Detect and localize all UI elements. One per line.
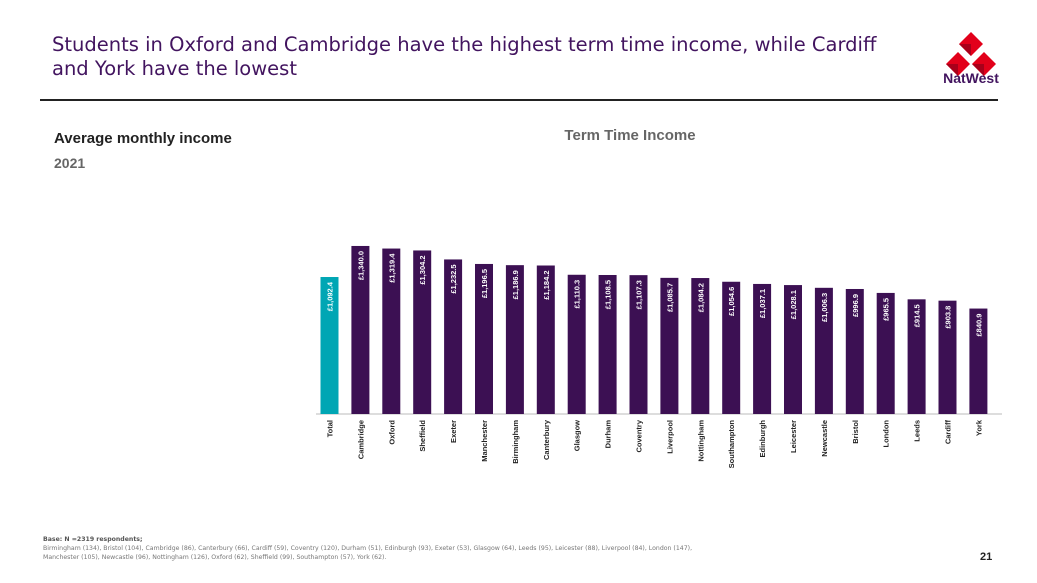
data-label: £1,186.9 — [511, 270, 520, 299]
page-headline: Students in Oxford and Cambridge have th… — [52, 33, 877, 80]
data-label: £1,232.5 — [449, 264, 458, 293]
bar — [475, 263, 493, 414]
bar — [907, 299, 926, 414]
bar — [660, 277, 679, 414]
bar — [784, 285, 802, 414]
data-label: £1,184.2 — [542, 271, 551, 300]
page-number: 21 — [980, 551, 993, 563]
bar — [691, 278, 710, 414]
category-label: Liverpool — [665, 420, 674, 454]
data-label: £1,108.5 — [604, 280, 613, 309]
category-label: Edinburgh — [758, 420, 767, 458]
category-label: Birmingham — [511, 420, 520, 464]
data-label: £1,196.5 — [480, 269, 489, 298]
data-label: £996.9 — [851, 294, 860, 317]
bar — [505, 265, 524, 414]
bar — [969, 308, 988, 414]
data-label: £1,107.3 — [635, 280, 644, 309]
category-label: Glasgow — [573, 420, 582, 451]
base-note: Base: N =2319 respondents; Birmingham (1… — [43, 536, 763, 562]
category-label: Leicester — [789, 420, 798, 453]
category-label: York — [974, 419, 983, 436]
brand-name: NatWest — [943, 70, 999, 86]
bar — [382, 248, 401, 414]
data-label: £1,084.2 — [696, 283, 705, 312]
header-divider — [40, 99, 998, 101]
bar — [629, 275, 648, 414]
category-label: Leeds — [913, 420, 922, 442]
base-label: Base: N =2319 respondents; — [43, 536, 143, 543]
data-label: £1,319.4 — [387, 253, 396, 283]
data-label: £1,110.3 — [573, 280, 582, 309]
bar — [938, 300, 957, 414]
data-label: £965.5 — [882, 298, 891, 321]
category-label: London — [882, 420, 891, 448]
bar — [876, 292, 895, 414]
data-label: £1,340.0 — [356, 251, 365, 280]
base-line-1: Birmingham (134), Bristol (104), Cambrid… — [43, 544, 693, 552]
category-label: Manchester — [480, 420, 489, 462]
category-label: Canterbury — [542, 419, 551, 460]
data-label: £1,092.4 — [326, 281, 335, 311]
bar — [444, 259, 463, 414]
data-label: £1,085.7 — [665, 283, 674, 312]
category-label: Southampton — [727, 420, 736, 469]
bar — [413, 250, 432, 414]
bar — [814, 287, 833, 414]
category-label: Exeter — [449, 420, 458, 443]
category-label: Newcastle — [820, 420, 829, 457]
data-label: £1,006.3 — [820, 293, 829, 322]
category-label: Coventry — [635, 419, 644, 452]
bar — [351, 245, 370, 414]
bar — [753, 283, 772, 414]
bar — [722, 281, 741, 414]
bar — [598, 274, 617, 414]
bar — [567, 274, 586, 414]
data-label: £1,028.1 — [789, 290, 798, 319]
category-label: Oxford — [387, 420, 396, 445]
data-label: £840.9 — [974, 314, 983, 337]
section-subtitle: Average monthly income — [54, 130, 232, 147]
category-label: Cambridge — [356, 420, 365, 459]
bar — [536, 265, 555, 414]
section-year: 2021 — [54, 155, 86, 171]
category-label: Sheffield — [418, 420, 427, 452]
bar — [845, 288, 864, 414]
category-label: Bristol — [851, 420, 860, 444]
base-line-2: Manchester (105), Newcastle (96), Nottin… — [43, 553, 387, 561]
category-label: Cardiff — [944, 420, 953, 445]
bar — [320, 277, 339, 414]
data-label: £1,304.2 — [418, 255, 427, 284]
data-label: £1,054.6 — [727, 287, 736, 316]
category-label: Nottingham — [696, 420, 705, 462]
natwest-cubes-icon — [946, 32, 996, 76]
data-label: £1,037.1 — [758, 289, 767, 318]
data-label: £903.8 — [944, 306, 953, 329]
bar-chart: £1,092.4 Total £1,340.0 Cambridge £1,319.4 Ox… — [316, 245, 1002, 469]
data-label: £914.5 — [913, 304, 922, 327]
chart-title: Term Time Income — [564, 127, 696, 144]
category-label: Total — [326, 420, 335, 437]
category-label: Durham — [604, 420, 613, 449]
